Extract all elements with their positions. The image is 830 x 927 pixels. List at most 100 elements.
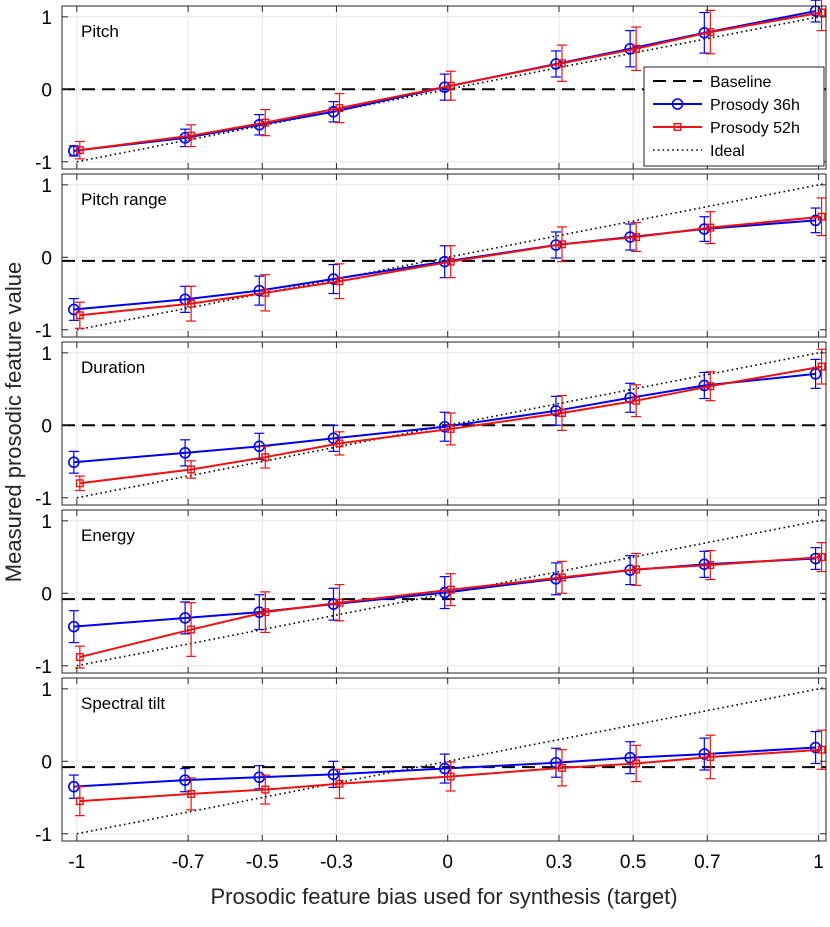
- x-tick-label: 0.5: [620, 852, 646, 873]
- data-point-square: [446, 81, 455, 90]
- data-point-square: [706, 28, 715, 37]
- series-prosody-52h: [74, 541, 827, 669]
- data-point-square: [446, 585, 455, 594]
- data-point-circle: [253, 284, 266, 297]
- series-line: [79, 748, 822, 803]
- data-point-square: [335, 779, 344, 788]
- legend-marker-circle: [671, 98, 684, 110]
- data-point-circle: [179, 774, 191, 786]
- data-point-square: [632, 44, 641, 53]
- y-tick-label: 0: [41, 248, 52, 269]
- data-point-square: [706, 223, 715, 232]
- data-point-square: [75, 653, 84, 662]
- x-tick-label: 0: [442, 852, 453, 873]
- x-tick-label: -1: [68, 852, 85, 873]
- data-point-circle: [624, 751, 636, 764]
- data-point-square: [632, 396, 641, 405]
- y-tick-label: 1: [41, 8, 52, 29]
- panel-2: -1 0 1 Duration: [35, 341, 827, 510]
- panels-layer: -1 0 1 Pitch -1 0 1 Pitch range -1 0 1 Duration -1 0 1…: [35, 0, 827, 846]
- data-point-square: [335, 598, 344, 607]
- x-tick-label: 0.7: [694, 852, 720, 873]
- series-line: [73, 746, 816, 788]
- panel-background: [62, 510, 826, 673]
- series-prosody-52h: [74, 348, 827, 492]
- data-point-circle: [438, 762, 451, 775]
- y-tick-label: -1: [35, 153, 52, 174]
- data-point-square: [632, 565, 641, 574]
- y-tick-label: 1: [41, 176, 52, 197]
- data-point-square: [187, 465, 196, 474]
- legend-label: Prosody 36h: [710, 97, 800, 114]
- legend-entry: Baseline: [653, 74, 771, 91]
- data-point-square: [187, 131, 196, 140]
- series-prosody-52h: [74, 0, 827, 160]
- data-point-square: [261, 118, 270, 127]
- x-tick-label: -0.7: [172, 852, 205, 873]
- data-point-square: [261, 453, 270, 462]
- y-axis-label: Measured prosodic feature value: [1, 262, 26, 582]
- data-point-square: [817, 212, 826, 221]
- y-tick-label: 1: [41, 344, 52, 365]
- data-point-square: [446, 257, 455, 266]
- panel-1: -1 0 1 Pitch range: [35, 173, 827, 342]
- legend-label: Baseline: [710, 74, 771, 91]
- y-tick-label: 0: [41, 416, 52, 437]
- panel-background: [62, 342, 826, 505]
- panel-4: -1 0 1 Spectral tilt: [35, 677, 827, 846]
- data-point-square: [75, 311, 84, 320]
- data-point-square: [335, 439, 344, 448]
- x-axis-label: Prosodic feature bias used for synthesis…: [210, 884, 677, 909]
- data-point-square: [335, 104, 344, 113]
- data-point-square: [261, 608, 270, 617]
- panel-title: Duration: [81, 358, 145, 377]
- x-tick-label: -0.3: [320, 852, 353, 873]
- data-point-circle: [68, 456, 80, 469]
- panel-title: Pitch: [81, 22, 119, 41]
- data-point-square: [557, 408, 566, 417]
- data-point-circle: [327, 273, 340, 285]
- data-point-square: [187, 789, 196, 798]
- x-axis: -1 -0.7 -0.5 -0.3 0 0.3 0.5 0.7 1: [68, 852, 823, 873]
- series-prosody-36h: [68, 731, 822, 799]
- panel-frame: [61, 341, 827, 506]
- data-point-square: [75, 797, 84, 806]
- y-tick-label: 0: [41, 752, 52, 773]
- legend-label: Ideal: [710, 143, 745, 160]
- data-point-square: [261, 785, 270, 794]
- data-point-square: [187, 299, 196, 308]
- data-point-square: [706, 382, 715, 391]
- legend: Baseline Prosody 36h Prosody 52h Ideal: [643, 66, 825, 167]
- legend-box: [643, 66, 825, 167]
- data-point-square: [75, 146, 84, 155]
- legend-entry: Prosody 36h: [653, 97, 800, 114]
- data-point-square: [706, 752, 715, 761]
- panel-frame: [61, 173, 827, 338]
- series-line: [79, 215, 822, 317]
- data-point-circle: [179, 612, 191, 624]
- panel-title: Energy: [81, 526, 135, 545]
- panel-frame: [61, 677, 827, 842]
- x-tick-label: -0.5: [246, 852, 279, 873]
- data-point-square: [75, 479, 84, 488]
- y-tick-label: 0: [41, 584, 52, 605]
- legend-marker-square: [673, 122, 682, 131]
- series-line: [79, 365, 822, 485]
- data-point-square: [706, 561, 715, 570]
- series-prosody-52h: [74, 729, 827, 817]
- data-point-circle: [68, 303, 80, 316]
- data-point-square: [187, 625, 196, 634]
- series-line: [79, 11, 822, 152]
- y-tick-label: 0: [41, 80, 52, 101]
- data-point-square: [557, 59, 566, 68]
- panel-background: [62, 678, 826, 841]
- data-point-square: [817, 553, 826, 562]
- data-point-circle: [550, 405, 562, 417]
- x-tick-label: 1: [813, 852, 824, 873]
- data-point-square: [817, 745, 826, 754]
- data-point-square: [335, 277, 344, 286]
- data-point-square: [817, 8, 826, 17]
- series-line: [73, 372, 816, 464]
- y-tick-label: -1: [35, 321, 52, 342]
